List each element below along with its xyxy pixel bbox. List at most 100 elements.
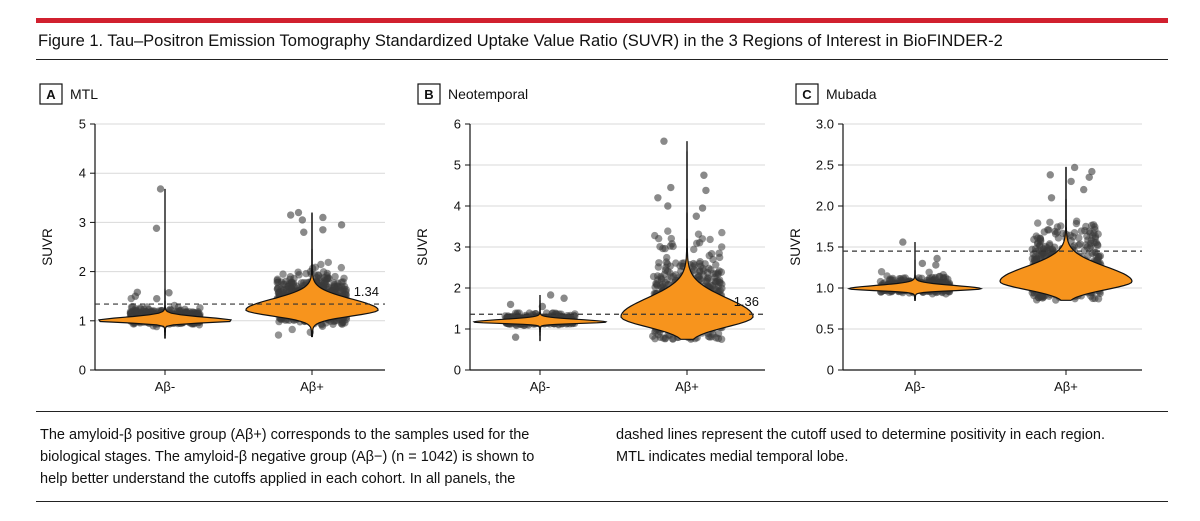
y-tick-label: 3 (79, 215, 86, 230)
data-point (714, 269, 722, 277)
data-point (1033, 255, 1041, 263)
data-point (939, 271, 947, 279)
outlier-point (918, 259, 927, 268)
x-tick-label: Aβ- (155, 379, 175, 394)
data-point (664, 227, 672, 235)
title-rule (36, 59, 1168, 60)
data-point (651, 231, 659, 240)
data-point (715, 253, 724, 262)
outlier-point (319, 226, 327, 234)
data-point (663, 260, 672, 268)
data-point (1084, 251, 1092, 260)
data-point (718, 243, 726, 251)
panel-c: C Mubada 0 0.5 1.0 1.5 2.0 2.5 3.0 SUVR Aβ- Aβ+ (788, 83, 1142, 394)
y-tick-label: 1.0 (816, 281, 834, 296)
outlier-point (899, 238, 907, 246)
data-point (515, 309, 523, 317)
data-point (714, 334, 723, 343)
outlier-point (294, 208, 303, 217)
y-axis-label: SUVR (788, 228, 803, 266)
outlier-point (337, 221, 346, 229)
panel-letter-box (795, 83, 819, 105)
data-point (289, 279, 298, 287)
outlier-point (654, 194, 662, 202)
caption-column-2: dashed lines represent the cutoff used t… (616, 424, 1176, 468)
y-axis-label: SUVR (415, 228, 430, 266)
panel-letter-box (39, 83, 63, 105)
data-point (311, 263, 320, 272)
outlier-point (560, 294, 568, 302)
y-tick-label: 3.0 (816, 117, 834, 132)
data-point (288, 325, 296, 334)
outlier-point (506, 300, 515, 309)
caption-top-rule (36, 411, 1168, 412)
panel-title: Neotemporal (448, 86, 528, 102)
data-point (667, 234, 676, 243)
data-point (877, 268, 886, 276)
data-point (340, 274, 348, 282)
y-tick-label: 4 (454, 199, 461, 214)
data-point (324, 258, 332, 267)
outlier-point (1085, 173, 1093, 181)
violin-shape (245, 212, 379, 338)
data-point (1085, 227, 1093, 235)
data-point (274, 289, 283, 297)
caption-line: The amyloid-β positive group (Aβ+) corre… (40, 427, 530, 443)
data-point (1084, 236, 1092, 244)
data-point (703, 268, 712, 277)
data-point (196, 304, 204, 312)
panel-title: Mubada (826, 86, 877, 102)
data-point (698, 235, 707, 243)
outlier-point (702, 186, 710, 195)
data-point (275, 317, 283, 326)
data-point (1072, 219, 1081, 228)
outlier-point (165, 289, 173, 297)
data-point (1036, 241, 1044, 249)
y-tick-label: 3 (454, 240, 461, 255)
data-point (317, 260, 325, 269)
outlier-point (298, 216, 307, 224)
data-point (690, 266, 698, 274)
data-point (1053, 223, 1062, 231)
data-point (1045, 226, 1053, 234)
outlier-point (692, 212, 701, 220)
outlier-point (546, 291, 555, 299)
data-point (655, 259, 663, 267)
data-point (661, 266, 670, 274)
outlier-point (660, 137, 668, 145)
data-point (676, 262, 684, 270)
caption-column-1: The amyloid-β positive group (Aβ+) corre… (40, 424, 600, 490)
outlier-point (1080, 185, 1088, 194)
figure-title: Figure 1. Tau–Positron Emission Tomograp… (38, 32, 1003, 50)
y-tick-label: 0 (79, 363, 86, 378)
data-point (663, 253, 671, 262)
outlier-point (698, 204, 707, 212)
accent-bar (36, 18, 1168, 23)
x-tick-label: Aβ- (905, 379, 925, 394)
y-tick-label: 2.0 (816, 199, 834, 214)
x-tick-label: Aβ+ (1054, 379, 1078, 394)
y-tick-label: 0 (454, 363, 461, 378)
data-point (1040, 248, 1049, 256)
outlier-point (1070, 163, 1079, 172)
outlier-point (511, 333, 520, 341)
panel-b: B Neotemporal 0 1 2 3 4 5 6 SUVR Aβ- Aβ+ 1.36 (415, 83, 765, 394)
data-point (694, 271, 702, 280)
data-point (1036, 292, 1044, 300)
data-point (273, 276, 281, 285)
x-tick-label: Aβ- (530, 379, 550, 394)
data-point (690, 245, 698, 254)
outlier-point (319, 213, 327, 222)
data-point (704, 274, 713, 283)
data-point (1091, 234, 1099, 242)
outlier-point (1046, 171, 1054, 179)
data-point (696, 262, 705, 270)
violin-shape (472, 295, 608, 342)
data-point (1046, 218, 1054, 226)
violin-shape (999, 166, 1133, 301)
panel-letter: A (46, 87, 56, 102)
violin-shape (620, 141, 754, 340)
data-point (653, 281, 661, 289)
data-point (1033, 219, 1042, 227)
outlier-point (153, 294, 161, 303)
